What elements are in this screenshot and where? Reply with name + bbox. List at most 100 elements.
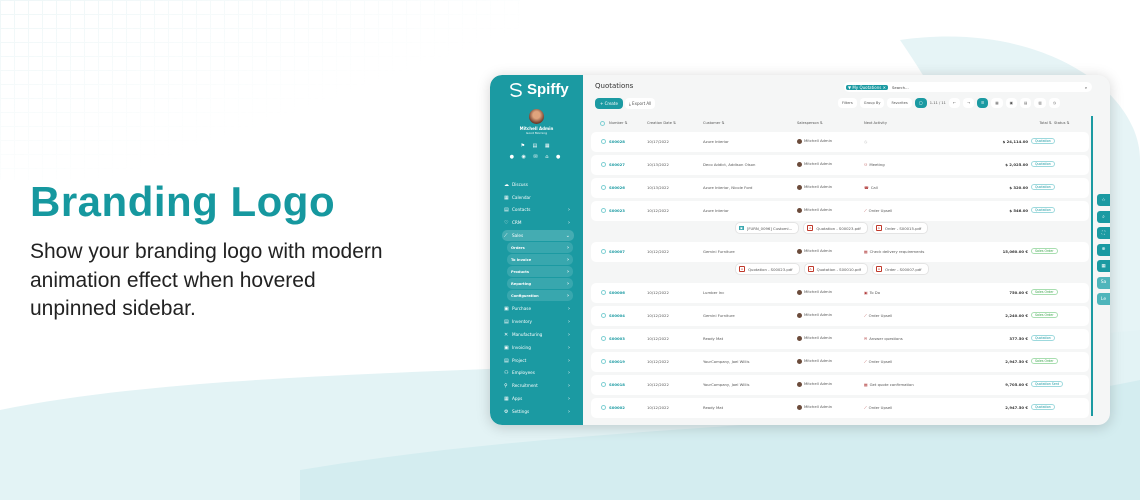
order-number[interactable]: S00028 bbox=[609, 139, 625, 144]
export-all-button[interactable]: ⤓ Export All bbox=[625, 98, 656, 109]
sidebar-item-manufacturing[interactable]: ✕ Manufacturing › bbox=[502, 329, 574, 340]
next-activity[interactable]: ▦ Check delivery requirements bbox=[864, 249, 924, 254]
sidebar-item-discuss[interactable]: ☁ Discuss bbox=[502, 179, 574, 190]
floating-grid-button[interactable]: ▦ bbox=[1097, 260, 1110, 272]
sidebar-item-sales[interactable]: ⟋ Sales ⌄ bbox=[502, 230, 574, 241]
order-number[interactable]: S00018 bbox=[609, 382, 625, 387]
next-activity[interactable]: ▦ Get quote confirmation bbox=[864, 382, 914, 387]
col-customer[interactable]: Customer ⇅ bbox=[703, 121, 725, 125]
row-checkbox[interactable] bbox=[601, 405, 606, 410]
calendar-view-button[interactable]: ▣ bbox=[1005, 98, 1018, 108]
pivot-view-button[interactable]: ▤ bbox=[1020, 98, 1032, 108]
next-activity[interactable]: ✉ Answer questions bbox=[864, 336, 903, 341]
row-checkbox[interactable] bbox=[601, 290, 606, 295]
brand-logo[interactable]: Spiffy bbox=[508, 81, 569, 98]
sidebar-item-products[interactable]: Products › bbox=[507, 266, 573, 277]
kanban-view-button[interactable]: ▦ bbox=[991, 98, 1003, 108]
table-row[interactable]: S00002 10/12/2022 Ready Mat Mitchell Adm… bbox=[591, 398, 1089, 418]
group-by-button[interactable]: Group By bbox=[859, 98, 885, 108]
table-row[interactable]: S00027 10/13/2022 Deco Addict, Addison O… bbox=[591, 155, 1089, 175]
close-icon[interactable]: ✕ bbox=[882, 84, 886, 90]
sidebar-item-orders[interactable]: Orders › bbox=[507, 242, 573, 253]
col-salesperson[interactable]: Salesperson ⇅ bbox=[797, 121, 824, 125]
floating-zoom-button[interactable]: ⊕ bbox=[1097, 243, 1110, 256]
attachment-chip[interactable]: A Quotation - S00023.pdf bbox=[735, 263, 800, 275]
sidebar-item-project[interactable]: ▤ Project › bbox=[502, 355, 574, 366]
next-activity[interactable]: ☎ Call bbox=[864, 185, 878, 190]
attachment-chip[interactable]: ▣ [FURN_0096] Customi... bbox=[735, 222, 800, 234]
filters-button[interactable]: Filters bbox=[838, 98, 857, 108]
row-checkbox[interactable] bbox=[601, 359, 606, 364]
attachment-chip[interactable]: A Order - S00007.pdf bbox=[872, 263, 929, 275]
order-number[interactable]: S00027 bbox=[609, 162, 625, 167]
select-all-checkbox[interactable] bbox=[600, 121, 605, 126]
next-activity[interactable]: ⚇ Meeting bbox=[864, 162, 885, 167]
table-row[interactable]: S00028 10/17/2022 Azure Interior Mitchel… bbox=[591, 132, 1089, 152]
order-number[interactable]: S00023 bbox=[609, 208, 625, 213]
floating-star-button[interactable]: ☆ bbox=[1097, 194, 1110, 206]
col-status[interactable]: Status ⇅ bbox=[1054, 121, 1070, 125]
sidebar-item-contacts[interactable]: ▤ Contacts › bbox=[502, 204, 574, 215]
search-icon[interactable]: ⌕ bbox=[1084, 84, 1087, 90]
row-checkbox[interactable] bbox=[601, 139, 606, 144]
sidebar-item-purchase[interactable]: ▣ Purchase › bbox=[502, 303, 574, 314]
next-page-button[interactable]: → bbox=[962, 98, 974, 108]
row-checkbox[interactable] bbox=[601, 185, 606, 190]
list-view-button[interactable]: ☰ bbox=[977, 98, 989, 108]
refresh-button[interactable]: ◯ bbox=[914, 98, 927, 108]
quick-icons[interactable]: ⚑ ▤ ▦ bbox=[520, 143, 553, 149]
col-number[interactable]: Number ⇅ bbox=[609, 121, 628, 125]
attachment-chip[interactable]: A Quotation - S00023.pdf bbox=[803, 222, 868, 234]
table-row[interactable]: S00004 10/12/2022 Gemini Furniture Mitch… bbox=[591, 306, 1089, 326]
scrollbar[interactable] bbox=[1091, 116, 1093, 416]
sidebar-item-apps[interactable]: ▦ Apps › bbox=[502, 393, 574, 404]
sidebar-item-configuration[interactable]: Configuration › bbox=[507, 290, 573, 301]
order-number[interactable]: S00003 bbox=[609, 336, 625, 341]
next-activity[interactable]: ⟋ Order Upsell bbox=[864, 359, 892, 364]
avatar[interactable] bbox=[529, 109, 544, 124]
pager[interactable]: 1-11 / 11 bbox=[929, 101, 946, 105]
search-bar[interactable]: ▼ My Quotations ✕ Search... ⌕ bbox=[844, 82, 1092, 92]
next-activity[interactable]: ⟋ Order Upsell bbox=[864, 313, 892, 318]
sidebar-item-settings[interactable]: ⚙ Settings › bbox=[502, 406, 574, 417]
table-row[interactable]: S00003 10/12/2022 Ready Mat Mitchell Adm… bbox=[591, 329, 1089, 349]
floating-fullscreen-button[interactable]: ⛶ bbox=[1097, 227, 1110, 239]
table-row[interactable]: S00018 10/12/2022 YourCompany, Joel Will… bbox=[591, 375, 1089, 395]
table-row[interactable]: S00019 10/12/2022 YourCompany, Joel Will… bbox=[591, 352, 1089, 372]
order-number[interactable]: S00002 bbox=[609, 405, 625, 410]
order-number[interactable]: S00026 bbox=[609, 185, 625, 190]
status-icons[interactable]: ● ◉ ✉ ⌂ ● bbox=[509, 154, 564, 160]
floating-search-button[interactable]: ⌕ bbox=[1097, 210, 1110, 223]
row-checkbox[interactable] bbox=[601, 382, 606, 387]
order-number[interactable]: S00006 bbox=[609, 290, 625, 295]
sidebar-item-crm[interactable]: ♡ CRM › bbox=[502, 217, 574, 228]
col-date[interactable]: Creation Date ⇅ bbox=[647, 121, 677, 125]
sidebar-item-employees[interactable]: ⚇ Employees › bbox=[502, 367, 574, 378]
col-total[interactable]: Total ⇅ bbox=[1039, 121, 1052, 125]
row-checkbox[interactable] bbox=[601, 249, 606, 254]
order-number[interactable]: S00004 bbox=[609, 313, 625, 318]
prev-page-button[interactable]: ← bbox=[948, 98, 960, 108]
table-row[interactable]: S00023 10/12/2022 Azure Interior Mitchel… bbox=[591, 201, 1089, 221]
favorites-button[interactable]: Favorites bbox=[887, 98, 912, 108]
floating-button-le[interactable]: Le bbox=[1097, 293, 1110, 305]
sidebar-item-inventory[interactable]: ▤ Inventory › bbox=[502, 316, 574, 327]
search-facet[interactable]: ▼ My Quotations ✕ bbox=[846, 84, 888, 90]
search-input[interactable]: Search... bbox=[892, 84, 909, 90]
sidebar-item-to-invoice[interactable]: To Invoice › bbox=[507, 254, 573, 265]
sidebar-item-calendar[interactable]: ▦ Calendar bbox=[502, 192, 574, 203]
attachment-chip[interactable]: A Order - S00015.pdf bbox=[871, 222, 929, 234]
table-row[interactable]: S00007 10/12/2022 Gemini Furniture Mitch… bbox=[591, 242, 1089, 262]
row-checkbox[interactable] bbox=[601, 313, 606, 318]
next-activity[interactable]: ▣ To Do bbox=[864, 290, 880, 295]
next-activity[interactable]: ⟋ Order Upsell bbox=[864, 208, 892, 213]
activity-view-button[interactable]: ◷ bbox=[1048, 98, 1060, 108]
next-activity[interactable]: ⟋ Order Upsell bbox=[864, 405, 892, 410]
order-number[interactable]: S00019 bbox=[609, 359, 625, 364]
sidebar-item-reporting[interactable]: Reporting › bbox=[507, 278, 573, 289]
row-checkbox[interactable] bbox=[601, 336, 606, 341]
attachment-chip[interactable]: A Quotation - S00010.pdf bbox=[803, 263, 869, 275]
floating-button-sa[interactable]: Sa bbox=[1097, 276, 1110, 289]
next-activity[interactable]: ◷ bbox=[864, 139, 869, 144]
sidebar-item-recruitment[interactable]: ⚲ Recruitment › bbox=[502, 380, 574, 391]
